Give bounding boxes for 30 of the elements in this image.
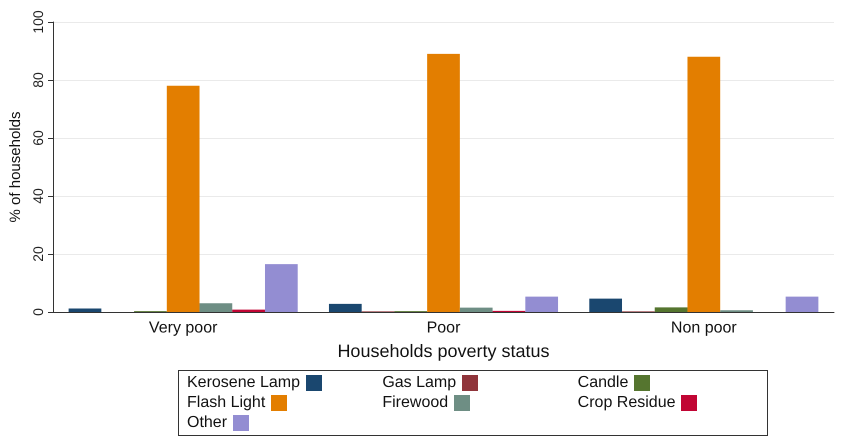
legend-label: Flash Light: [187, 394, 266, 412]
y-axis-title: % of households: [7, 112, 24, 222]
x-tick-label: Non poor: [670, 320, 738, 336]
y-tick-label: 60: [30, 130, 46, 146]
bar: [264, 264, 298, 312]
y-tick-label: 40: [30, 188, 46, 204]
bar: [786, 296, 818, 312]
bar: [654, 307, 688, 312]
bar: [687, 56, 720, 312]
bar: [166, 86, 200, 312]
legend-label: Crop Residue: [578, 394, 676, 412]
bar: [589, 298, 622, 312]
legend-label: Kerosene Lamp: [187, 374, 300, 392]
legend-label: Candle: [578, 374, 628, 392]
bar: [427, 54, 460, 312]
legend-label: Firewood: [382, 394, 448, 412]
bar: [328, 304, 362, 312]
bar: [68, 308, 102, 312]
bar: [525, 296, 558, 312]
y-tick-label: 100: [30, 10, 46, 34]
bar: [200, 303, 232, 312]
y-tick-label: 20: [30, 246, 46, 262]
x-axis-title: Households poverty status: [337, 341, 550, 361]
x-tick-label: Poor: [426, 320, 462, 336]
y-tick-label: 0: [30, 308, 46, 316]
y-tick-label: 80: [30, 72, 46, 88]
x-tick-label: Very poor: [148, 320, 218, 336]
legend-label: Other: [187, 414, 228, 432]
legend-label: Gas Lamp: [382, 374, 456, 392]
bar: [460, 308, 493, 312]
